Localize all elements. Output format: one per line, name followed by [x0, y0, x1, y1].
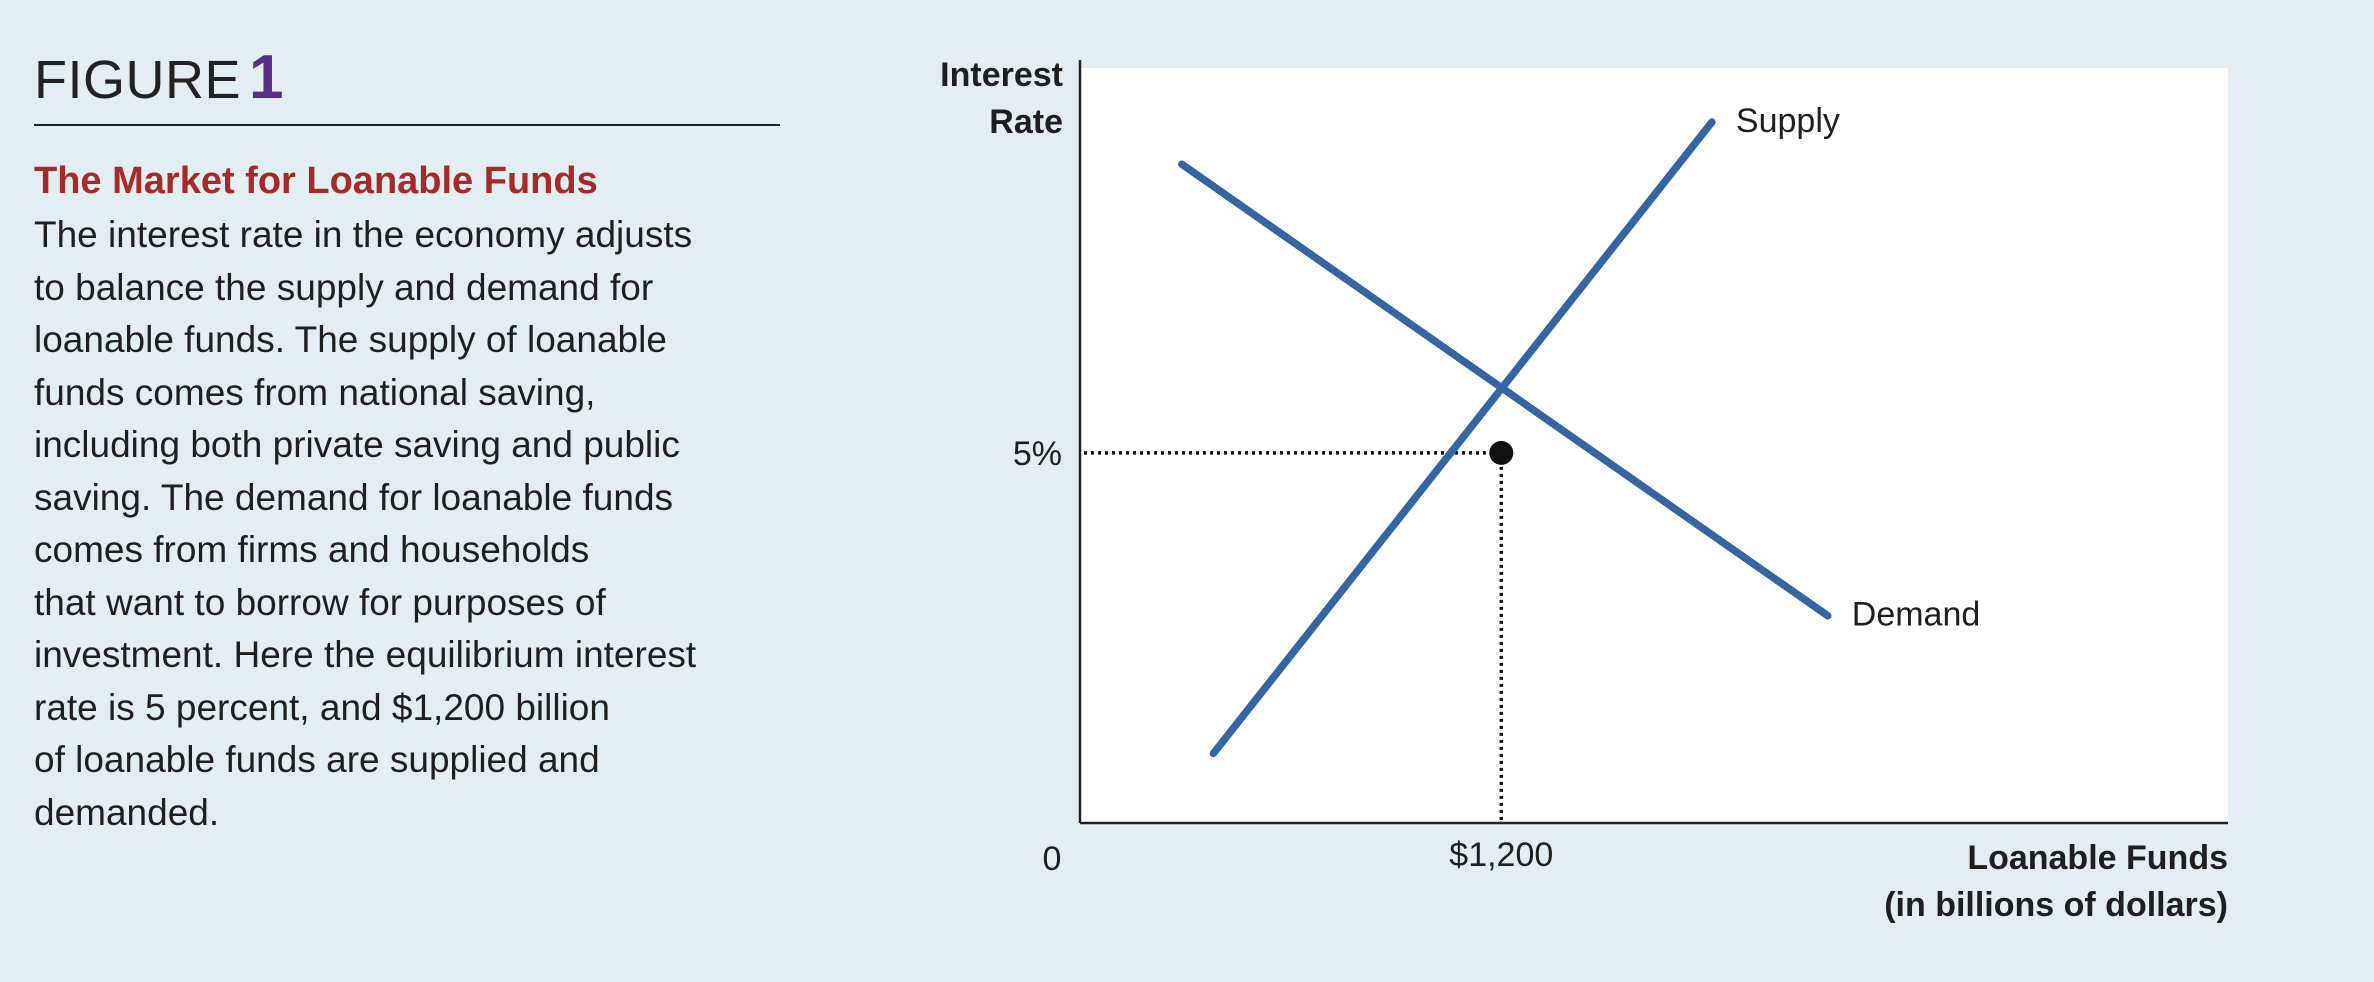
figure-caption: FIGURE 1 The Market for Loanable Funds Th…	[34, 43, 780, 839]
x-axis-label-line2: (in billions of dollars)	[1884, 886, 2228, 924]
x-tick-label: $1,200	[1449, 836, 1553, 874]
equilibrium-point	[1489, 440, 1514, 465]
demand-label: Demand	[1852, 596, 1981, 634]
figure-title: The Market for Loanable Funds	[34, 160, 598, 203]
demand-curve	[1178, 160, 1832, 620]
origin-label: 0	[1043, 840, 1062, 878]
supply-curve	[1209, 118, 1716, 758]
y-axis-label-line2: Rate	[989, 103, 1063, 141]
figure-number: 1	[249, 43, 284, 112]
supply-label: Supply	[1736, 102, 1840, 140]
y-axis-label-line1: Interest	[940, 56, 1063, 94]
figure-label: FIGURE	[34, 50, 242, 110]
figure-description: The interest rate in the economy adjusts…	[34, 214, 697, 833]
y-tick-label: 5%	[1013, 435, 1062, 473]
x-axis-label-line1: Loanable Funds	[1967, 839, 2228, 877]
figure-heading: FIGURE 1	[34, 43, 780, 127]
